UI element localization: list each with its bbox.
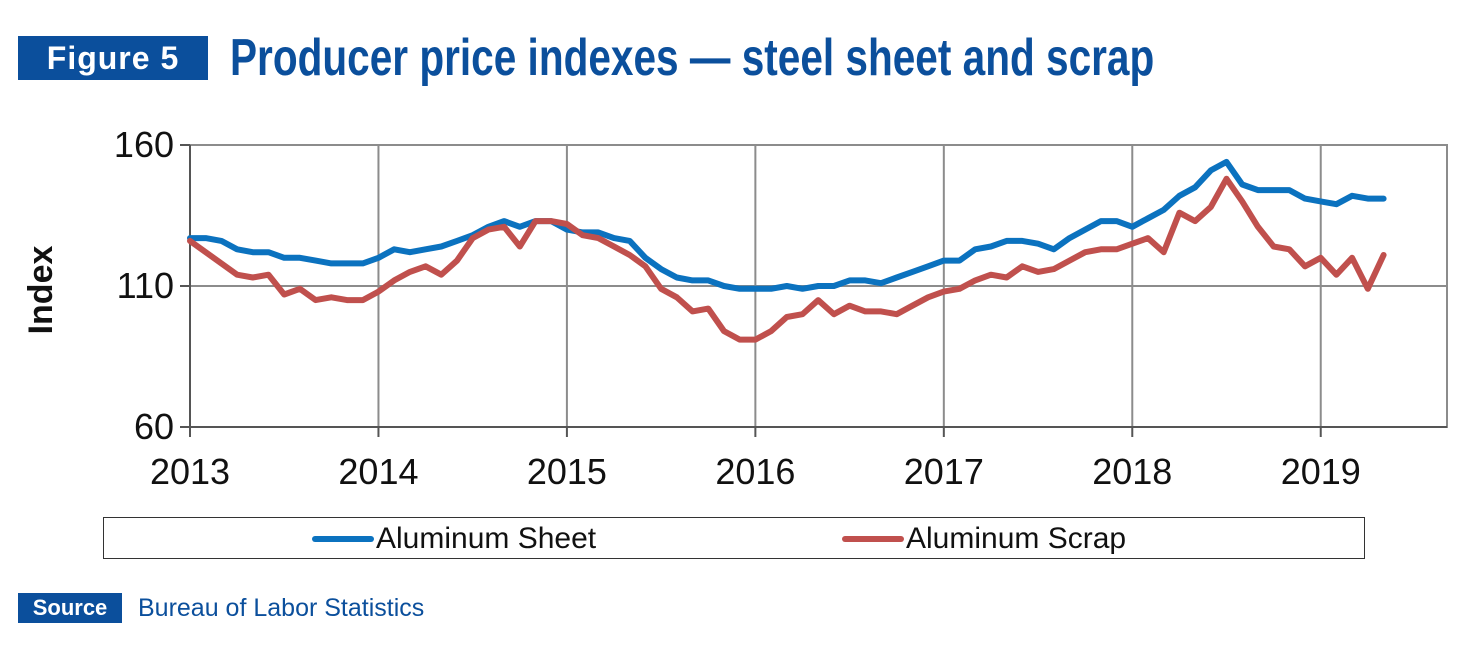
x-tick-label: 2017: [904, 451, 984, 492]
legend-label-sheet: Aluminum Sheet: [376, 522, 597, 555]
x-tick-label: 2013: [150, 451, 230, 492]
tick-labels: 60 110 160 2013 2014 2015 2016 2017 2018 2019: [114, 124, 1361, 492]
y-tick-label: 160: [114, 124, 174, 165]
source-text: Bureau of Labor Statistics: [138, 594, 425, 622]
x-tick-label: 2014: [338, 451, 418, 492]
chart-title: Producer price indexes — steel sheet and…: [230, 29, 1155, 87]
legend-item-sheet: Aluminum Sheet: [312, 522, 596, 556]
x-tick-label: 2015: [527, 451, 607, 492]
x-tick-label: 2016: [715, 451, 795, 492]
x-tick-label: 2019: [1281, 451, 1361, 492]
legend-swatch-scrap: [842, 536, 904, 542]
y-tick-label: 60: [134, 406, 174, 447]
source-badge: Source: [18, 593, 122, 623]
x-tick-label: 2018: [1092, 451, 1172, 492]
y-tick-label: 110: [117, 265, 174, 306]
legend-label-scrap: Aluminum Scrap: [906, 522, 1127, 555]
series-layer: [187, 158, 1387, 343]
series-line-aluminum-scrap: [187, 175, 1387, 343]
legend-item-scrap: Aluminum Scrap: [842, 522, 1126, 556]
y-axis-label: Index: [22, 246, 60, 335]
figure-badge: Figure 5: [18, 36, 208, 80]
series-line-aluminum-sheet: [187, 158, 1387, 292]
legend-swatch-sheet: [312, 536, 374, 542]
chart-legend: Aluminum Sheet Aluminum Scrap: [103, 517, 1365, 559]
axis-layer: [180, 144, 1447, 437]
